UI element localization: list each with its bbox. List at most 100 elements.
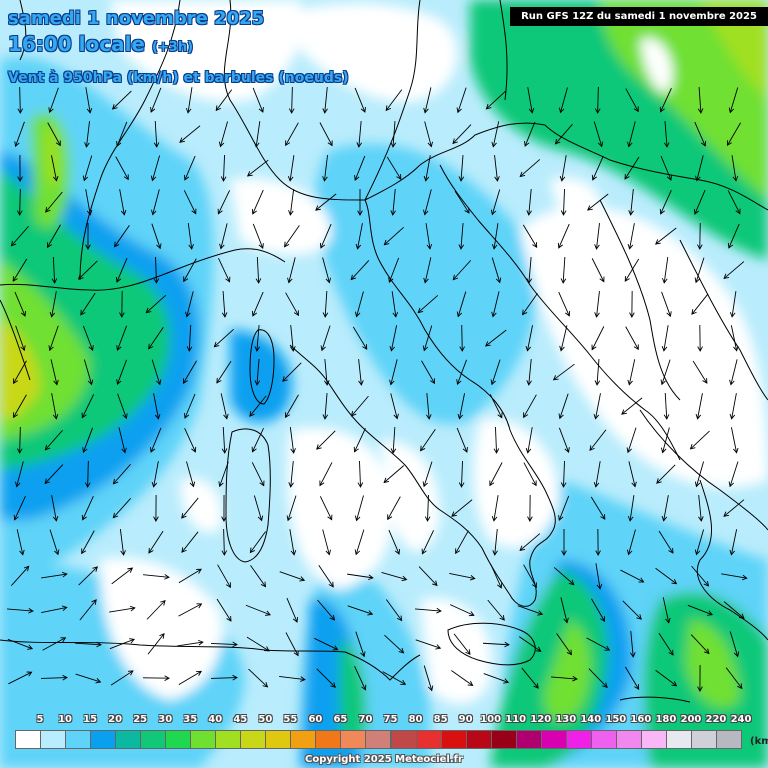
wind-arrow-shaft — [595, 563, 601, 589]
wind-arrow-head — [503, 678, 510, 684]
wind-arrow-head — [568, 579, 575, 586]
wind-arrow-head — [728, 107, 735, 114]
wind-arrow-head — [697, 244, 703, 250]
wind-arrow-head — [697, 686, 703, 692]
wind-arrow-shaft — [116, 257, 128, 283]
wind-arrow-shaft — [186, 461, 194, 487]
wind-arrow-shaft — [184, 155, 196, 181]
wind-arrow-shaft — [357, 223, 363, 249]
wind-arrow-shaft — [85, 189, 91, 215]
wind-arrow-shaft — [494, 529, 498, 555]
wind-arrow-shaft — [493, 223, 499, 249]
wind-arrow-head — [164, 675, 170, 681]
legend-tick-label: 110 — [505, 714, 527, 725]
wind-arrow-shaft — [694, 121, 706, 147]
wind-arrow-head — [288, 482, 294, 488]
wind-arrow-head — [189, 481, 196, 488]
wind-arrow-shaft — [562, 256, 566, 284]
wind-arrow-shaft — [109, 607, 135, 613]
wind-arrow-head — [400, 679, 407, 685]
wind-arrow-head — [422, 481, 428, 488]
wind-arrow-head — [215, 105, 221, 112]
wind-arrow-shaft — [350, 260, 370, 280]
wind-arrow-head — [535, 646, 542, 652]
legend-swatch — [440, 730, 467, 749]
wind-arrow-shaft — [523, 564, 537, 588]
legend-unit: (km — [750, 736, 768, 747]
wind-arrow-shaft — [220, 223, 228, 249]
wind-arrow-head — [661, 345, 668, 352]
wind-arrow-shaft — [392, 189, 396, 215]
wind-arrow-head — [697, 346, 703, 352]
wind-arrow-shaft — [384, 634, 404, 654]
legend-tick-label: 140 — [580, 714, 602, 725]
legend-tick-label: 60 — [308, 714, 323, 725]
wind-arrow-head — [86, 209, 93, 216]
forecast-time-text: 16:00 locale — [8, 32, 145, 56]
wind-arrow-head — [552, 375, 559, 381]
wind-arrow-head — [663, 414, 670, 420]
wind-arrow-head — [327, 514, 333, 521]
wind-arrow-shaft — [52, 256, 56, 284]
wind-arrow-head — [485, 103, 492, 110]
wind-arrow-head — [225, 582, 231, 589]
wind-arrow-head — [290, 549, 297, 556]
wind-arrow-shaft — [630, 631, 634, 657]
wind-arrow-head — [671, 579, 678, 585]
wind-arrow-shaft — [217, 190, 231, 214]
wind-arrow-shaft — [423, 461, 433, 487]
wind-arrow-head — [423, 107, 429, 114]
legend-swatch — [265, 730, 292, 749]
wind-arrow-head — [287, 176, 294, 182]
wind-arrow-head — [469, 575, 476, 581]
wind-arrow-shaft — [50, 359, 58, 385]
wind-arrow-head — [329, 614, 336, 621]
wind-arrow-shaft — [216, 360, 232, 384]
wind-arrow-head — [127, 567, 134, 573]
wind-arrow-shaft — [661, 291, 671, 317]
wind-arrow-head — [127, 670, 134, 676]
wind-arrow-head — [221, 448, 228, 454]
wind-arrow-head — [396, 615, 403, 622]
wind-arrow-shaft — [381, 571, 407, 581]
wind-arrow-shaft — [153, 393, 159, 419]
legend-swatch — [140, 730, 167, 749]
wind-arrow-head — [148, 547, 154, 554]
wind-arrow-head — [325, 549, 331, 556]
wind-arrow-shaft — [390, 325, 398, 351]
wind-arrow-shaft — [317, 599, 335, 621]
wind-arrow-shaft — [591, 598, 605, 622]
wind-arrow-shaft — [154, 120, 158, 148]
legend-swatch — [465, 730, 492, 749]
wind-arrow-head — [662, 278, 668, 284]
wind-arrow-head — [698, 516, 704, 522]
legend-tick-label: 45 — [233, 714, 248, 725]
wind-arrow-head — [594, 380, 601, 386]
wind-arrow-shaft — [624, 666, 640, 690]
wind-arrow-shaft — [111, 567, 133, 585]
wind-arrow-shaft — [487, 599, 505, 621]
wind-arrow-shaft — [660, 155, 672, 181]
legend-tick-label: 55 — [283, 714, 298, 725]
wind-arrow-shaft — [316, 430, 336, 450]
wind-arrow-head — [738, 613, 745, 619]
wind-arrow-head — [259, 480, 265, 487]
wind-arrow-head — [44, 478, 51, 485]
wind-arrow-shaft — [83, 427, 93, 453]
wind-arrow-head — [84, 482, 91, 488]
wind-arrow-head — [456, 107, 462, 114]
wind-arrow-shaft — [116, 325, 128, 351]
wind-arrow-head — [95, 677, 102, 684]
wind-arrow-head — [671, 681, 678, 687]
wind-arrow-head — [54, 549, 60, 556]
wind-arrow-head — [490, 379, 496, 386]
wind-arrow-shaft — [656, 464, 676, 484]
wind-arrow-shaft — [731, 393, 737, 419]
wind-arrow-head — [723, 511, 730, 517]
wind-arrow-shaft — [624, 258, 640, 282]
legend-swatch — [340, 730, 367, 749]
wind-arrow-shaft — [179, 125, 201, 143]
wind-arrow-head — [401, 575, 408, 582]
wind-arrow-head — [703, 648, 710, 655]
wind-arrow-shaft — [390, 393, 398, 419]
